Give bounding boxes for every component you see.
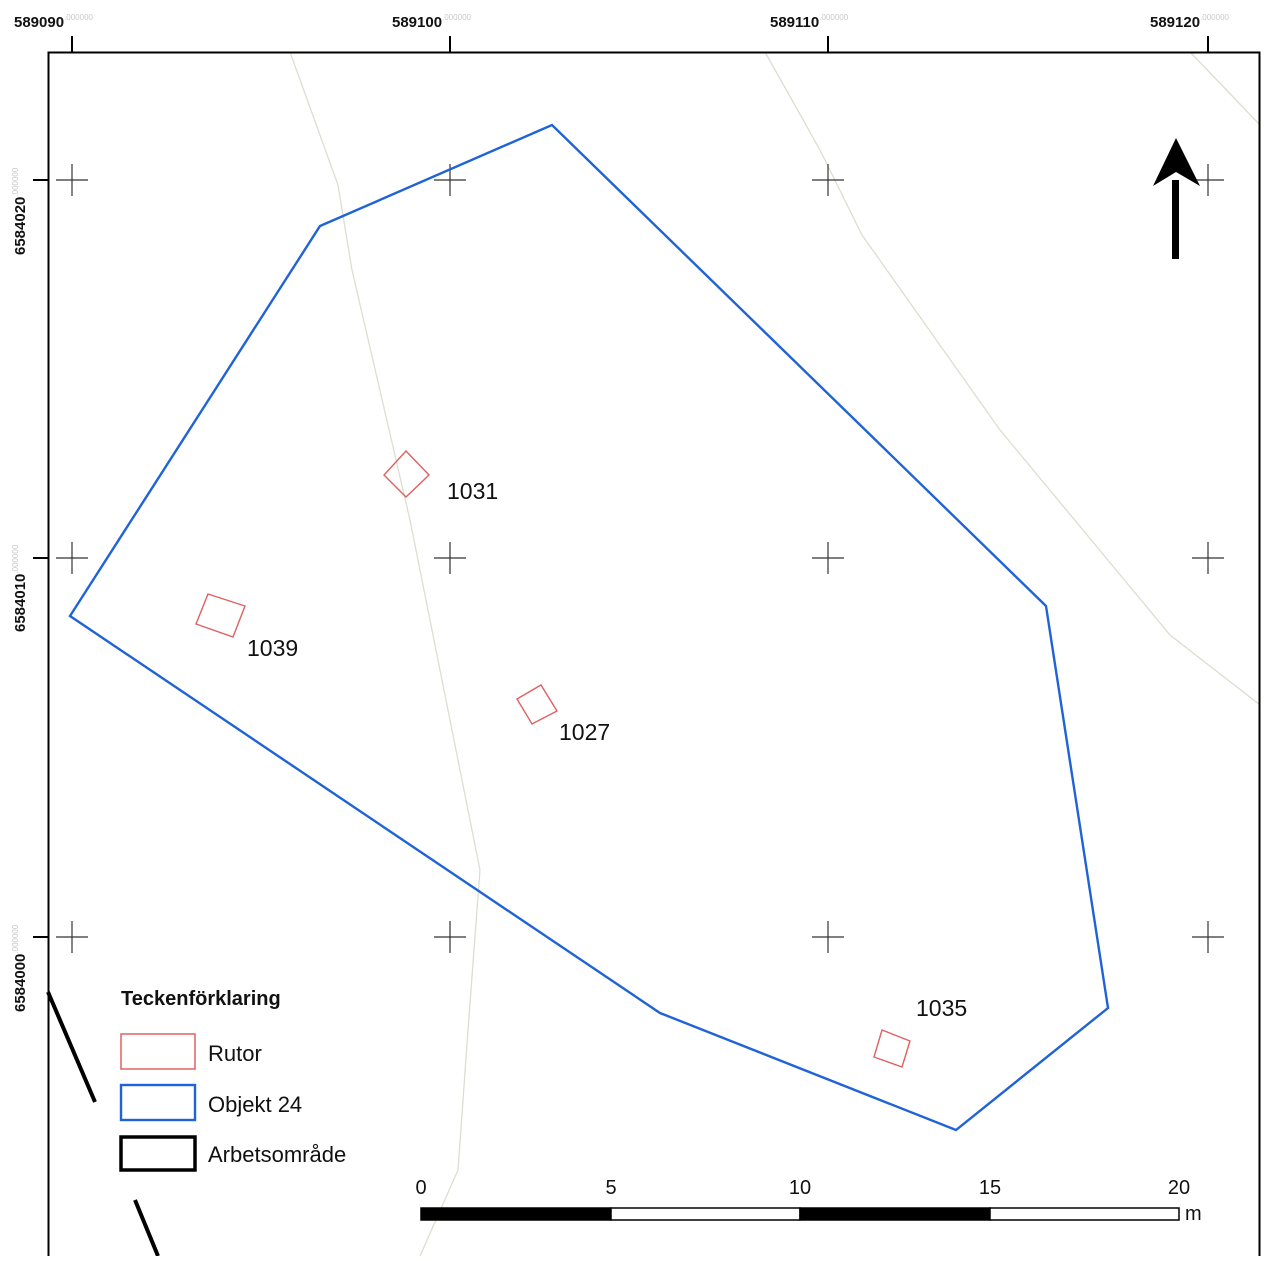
square-label-1039: 1039 [247, 635, 298, 661]
map-frame [47, 51, 1261, 1261]
contour-lines [289, 51, 1261, 1257]
square-1039 [195, 593, 246, 638]
legend: Teckenförklaring Rutor Objekt 24 Arbetso… [119, 988, 346, 1172]
scale-unit: m [1185, 1203, 1202, 1225]
scale-segment [420, 1207, 612, 1221]
object-24-polygon [68, 123, 1110, 1132]
legend-label-objekt: Objekt 24 [208, 1092, 302, 1117]
contour-line [764, 51, 1261, 706]
contour-line [289, 51, 481, 1257]
scale-segment [989, 1207, 1180, 1221]
square-1027 [516, 684, 558, 725]
legend-swatch-objekt [119, 1083, 197, 1122]
scale-label: 15 [979, 1177, 1001, 1199]
y-coordinate-label: 6584000.000000 [11, 924, 29, 1012]
x-coordinate-label: 589110.000000 [770, 13, 849, 31]
scale-segment [610, 1207, 801, 1221]
square-label-1027: 1027 [559, 719, 610, 745]
legend-label-arbetsomrade: Arbetsområde [208, 1142, 346, 1167]
squares-layer [195, 449, 911, 1068]
legend-label-rutor: Rutor [208, 1041, 262, 1066]
square-label-1035: 1035 [916, 995, 967, 1021]
work-area-boundary [46, 991, 160, 1257]
scale-label: 5 [605, 1177, 616, 1199]
scale-label: 10 [789, 1177, 811, 1199]
scale-bar: 0 5 10 15 20 m [415, 1177, 1201, 1225]
contour-line [1189, 51, 1261, 126]
x-coordinate-label: 589090.000000 [14, 13, 94, 31]
scale-label: 20 [1168, 1177, 1190, 1199]
legend-swatch-rutor [120, 1033, 196, 1070]
legend-title: Teckenförklaring [121, 988, 281, 1010]
square-1031 [383, 449, 430, 498]
y-coordinate-label: 6584020.000000 [11, 167, 29, 255]
y-coordinate-labels: 6584020.000000 6584010.000000 6584000.00… [11, 167, 29, 1012]
left-ticks [33, 179, 48, 938]
square-label-1031: 1031 [447, 478, 498, 504]
x-coordinate-label: 589120.000000 [1150, 13, 1230, 31]
y-coordinate-label: 6584010.000000 [11, 544, 29, 632]
top-ticks [71, 36, 1209, 52]
square-1035 [873, 1029, 911, 1068]
scale-label: 0 [415, 1177, 426, 1199]
x-coordinate-label: 589100.000000 [392, 13, 472, 31]
grid-crosses [56, 164, 1224, 953]
x-coordinate-labels: 589090.000000 589100.000000 589110.00000… [14, 13, 1230, 31]
legend-swatch-arbetsomrade [119, 1135, 197, 1172]
scale-segment [799, 1207, 991, 1221]
north-arrow-icon [1153, 138, 1200, 259]
